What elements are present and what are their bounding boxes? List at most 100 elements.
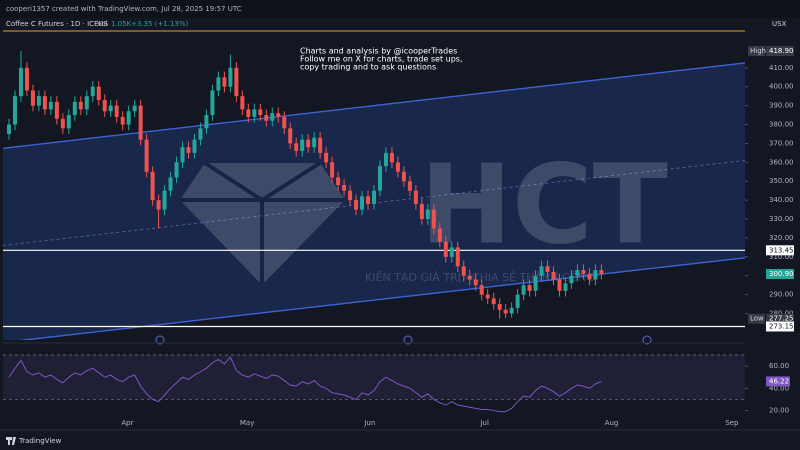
candle-body bbox=[144, 139, 149, 172]
y-tick-label: 320.00 bbox=[769, 234, 794, 242]
candle-body bbox=[389, 152, 394, 163]
candle-body bbox=[479, 285, 484, 295]
candle-body bbox=[348, 190, 353, 201]
candle-body bbox=[449, 247, 454, 257]
rsi-last-tag bbox=[766, 376, 790, 387]
event-icon[interactable] bbox=[155, 335, 165, 345]
candle-body bbox=[491, 298, 496, 305]
price-tag-name-bg bbox=[748, 313, 765, 324]
candle-body bbox=[300, 139, 305, 151]
watermark-diamond bbox=[180, 163, 345, 285]
candle-body bbox=[419, 203, 424, 220]
candle-body bbox=[114, 105, 119, 117]
candle-body bbox=[366, 196, 371, 204]
candle-body bbox=[12, 96, 17, 125]
candle-body bbox=[575, 270, 580, 276]
y-tick-label: 310.00 bbox=[769, 253, 794, 261]
x-tick-label: May bbox=[240, 419, 254, 427]
candle-body bbox=[539, 266, 544, 276]
y-tick-label: 290.00 bbox=[769, 291, 794, 299]
channel-upper bbox=[3, 62, 745, 150]
watermark-logo: HCT bbox=[420, 140, 668, 268]
candle-body bbox=[431, 209, 436, 229]
candle-body bbox=[234, 67, 239, 97]
annotation: Follow me on X for charts, trade set ups… bbox=[300, 55, 463, 64]
candle-body bbox=[443, 241, 448, 257]
candle-body bbox=[276, 113, 281, 117]
candle-body bbox=[204, 115, 209, 129]
price-tag bbox=[766, 321, 794, 332]
currency: USX bbox=[772, 20, 787, 28]
price-tag-name-bg bbox=[748, 45, 765, 56]
price-tag bbox=[766, 245, 794, 256]
candle-body bbox=[509, 307, 514, 314]
candle-body bbox=[395, 162, 400, 172]
candles-layer bbox=[3, 50, 745, 328]
candle-body bbox=[330, 162, 335, 178]
candle-body bbox=[425, 209, 430, 220]
candle-body bbox=[108, 105, 113, 112]
price-tag-label: 300.90 bbox=[769, 270, 794, 278]
event-icon[interactable] bbox=[403, 335, 413, 345]
candle-body bbox=[168, 177, 173, 191]
x-tick-label: Sep bbox=[725, 419, 739, 427]
candle-body bbox=[527, 285, 532, 291]
candle-body bbox=[557, 279, 562, 291]
header-bar bbox=[0, 0, 800, 18]
rsi-last-label: 46.22 bbox=[769, 377, 789, 385]
footer-text: TradingView bbox=[18, 437, 62, 445]
candle-body bbox=[96, 86, 101, 100]
candle-body bbox=[485, 294, 490, 299]
price-tag-label: 418.90 bbox=[769, 47, 794, 55]
candle-body bbox=[126, 111, 131, 125]
watermark-facets bbox=[180, 161, 345, 285]
candle-body bbox=[174, 162, 179, 178]
y-tick-label: 350.00 bbox=[769, 177, 794, 185]
axes-layer: 280.00290.00300.00310.00320.00330.00340.… bbox=[121, 45, 794, 427]
candle-body bbox=[228, 67, 233, 87]
candle-body bbox=[54, 101, 59, 119]
candle-body bbox=[252, 109, 257, 117]
candle-body bbox=[372, 190, 376, 204]
candle-body bbox=[288, 128, 293, 144]
candle-body bbox=[515, 294, 520, 308]
candle-body bbox=[401, 171, 406, 182]
y-tick-label: 380.00 bbox=[769, 121, 794, 129]
x-tick-label: Apr bbox=[121, 419, 133, 427]
candle-body bbox=[521, 285, 526, 295]
candle-body bbox=[222, 77, 227, 87]
candle-body bbox=[437, 228, 442, 242]
candle-body bbox=[240, 96, 245, 110]
candle-body bbox=[312, 137, 317, 148]
candle-body bbox=[467, 275, 472, 280]
candle-body bbox=[18, 67, 23, 97]
rsi-y-tick-label: 60.00 bbox=[769, 362, 789, 370]
candle-body bbox=[563, 283, 568, 291]
candle-body bbox=[180, 147, 185, 163]
rsi-line bbox=[8, 356, 602, 413]
candle-body bbox=[461, 266, 466, 276]
candle-body bbox=[455, 247, 460, 267]
x-tick-label: Jun bbox=[363, 419, 375, 427]
candle-body bbox=[413, 190, 418, 204]
rsi-y-tick-label: 20.00 bbox=[769, 407, 789, 415]
annotation: copy trading and to ask questions bbox=[300, 63, 436, 72]
candle-body bbox=[24, 67, 29, 91]
candle-body bbox=[66, 115, 71, 129]
price-tag-label: 277.25 bbox=[769, 315, 794, 323]
rsi-y-tick-label: 40.00 bbox=[769, 384, 789, 392]
event-icon[interactable] bbox=[642, 335, 652, 345]
rsi-band bbox=[3, 355, 745, 400]
candle-body bbox=[545, 266, 550, 272]
candle-body bbox=[342, 185, 347, 191]
candle-body bbox=[36, 96, 41, 106]
footer-logo bbox=[6, 437, 16, 445]
candle-body bbox=[186, 147, 191, 153]
candle-body bbox=[599, 270, 604, 275]
price-tag-label: 273.15 bbox=[769, 322, 794, 330]
candle-body bbox=[569, 275, 574, 284]
candle-body bbox=[282, 116, 287, 129]
volume-label: Vol bbox=[97, 20, 108, 28]
y-tick-label: 280.00 bbox=[769, 310, 794, 318]
